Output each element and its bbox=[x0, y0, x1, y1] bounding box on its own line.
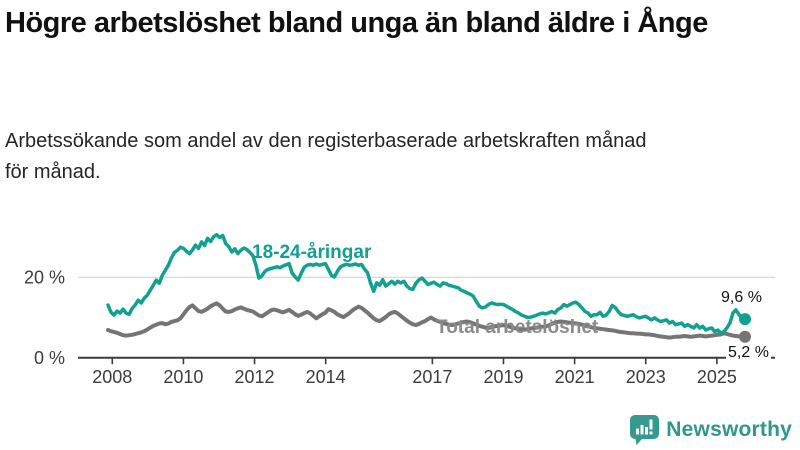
y-tick-label: 20 % bbox=[24, 268, 65, 288]
series-line-total bbox=[106, 301, 747, 340]
x-tick-label: 2019 bbox=[483, 367, 523, 387]
series-end-dot-total bbox=[739, 330, 751, 343]
series-label-total: Total arbetslöshet bbox=[436, 317, 599, 338]
y-tick-label: 0 % bbox=[34, 348, 65, 368]
x-tick-label: 2021 bbox=[555, 367, 595, 387]
x-axis-ticks: 2008 2010 2012 2014 2017 2019 2021 2023 2025 bbox=[92, 357, 737, 387]
bar-chart-bubble-icon bbox=[630, 415, 660, 445]
y-axis-labels: 20 % 0 % bbox=[24, 268, 65, 368]
chart-title: Högre arbetslöshet bland unga än bland ä… bbox=[5, 7, 708, 39]
x-tick-label: 2017 bbox=[412, 367, 452, 387]
x-tick-label: 2008 bbox=[92, 367, 132, 387]
x-tick-label: 2012 bbox=[235, 367, 275, 387]
series-line-youth bbox=[106, 232, 747, 335]
chart-subtitle: Arbetssökande som andel av den registerb… bbox=[5, 130, 647, 183]
newsworthy-wordmark: Newsworthy bbox=[666, 418, 792, 441]
x-tick-label: 2010 bbox=[163, 367, 203, 387]
series-end-dot-youth bbox=[739, 313, 751, 326]
end-value-total: 5,2 % bbox=[726, 344, 771, 361]
x-tick-label: 2014 bbox=[306, 367, 346, 387]
newsworthy-logo-link[interactable]: Newsworthy bbox=[630, 415, 792, 445]
x-tick-label: 2023 bbox=[626, 367, 666, 387]
series-label-youth: 18-24-åringar bbox=[252, 242, 372, 263]
end-value-youth: 9,6 % bbox=[721, 289, 762, 306]
x-tick-label: 2025 bbox=[697, 367, 737, 387]
